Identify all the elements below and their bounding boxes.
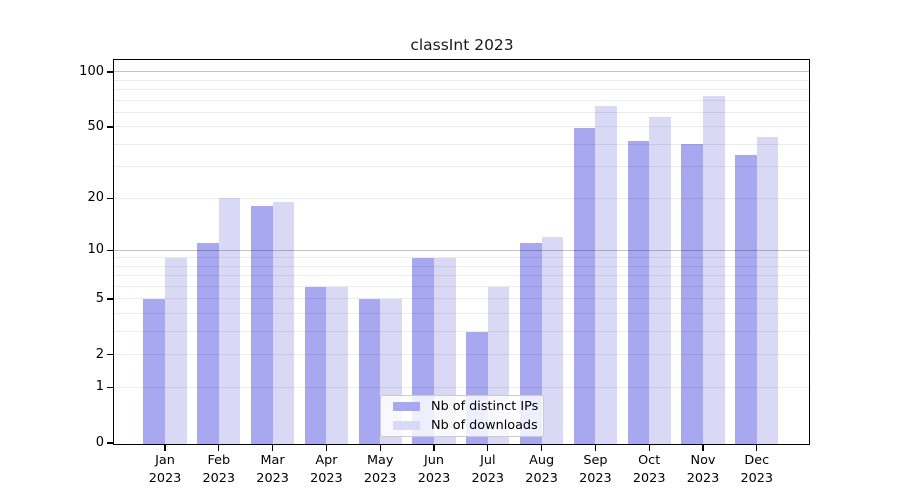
gridline-60 [114,111,810,113]
gridline-9 [114,257,810,259]
x-tick-label-nov: Nov 2023 [686,453,720,486]
y-tick-mark-100 [107,71,114,73]
gridline-20 [114,197,810,199]
x-tick-mark-jan [164,444,166,451]
x-tick-label-feb: Feb 2023 [202,453,236,486]
x-tick-label-sep: Sep 2023 [579,453,612,486]
y-tick-mark-20 [107,197,114,199]
x-tick-label-mar: Mar 2023 [256,453,289,486]
y-tick-label-0: 0 [95,435,104,450]
gridline-10 [114,249,810,251]
bar-downloads-dec [756,136,779,444]
gridline-90 [114,79,810,81]
gridline-3 [114,331,810,333]
legend-row-distinct-ips: Nb of distinct IPs [389,399,539,414]
gridline-5 [114,298,810,300]
x-tick-label-oct: Oct 2023 [632,453,666,486]
x-tick-mark-aug [540,444,543,451]
bar-distinct-ips-apr [304,286,327,444]
gridline-80 [114,89,810,91]
bar-downloads-jan [165,257,187,444]
legend: Nb of distinct IPs Nb of downloads [380,395,544,437]
y-tick-mark-5 [107,298,114,300]
bar-distinct-ips-feb [197,243,219,444]
chart-title: classInt 2023 [410,36,514,54]
legend-swatch-downloads [393,421,420,430]
y-tick-label-5: 5 [95,290,104,306]
bar-distinct-ips-mar [250,206,273,444]
x-tick-mark-oct [648,444,650,451]
gridline-70 [114,99,810,101]
x-tick-mark-dec [756,444,758,451]
legend-label-distinct-ips: Nb of distinct IPs [431,399,539,414]
bar-distinct-ips-jan [143,298,165,444]
y-tick-label-100: 100 [79,63,104,79]
y-tick-mark-1 [107,386,114,388]
bar-downloads-aug [541,236,564,444]
gridline-30 [114,166,810,168]
gridline-1 [114,386,810,388]
gridline-2 [114,354,810,356]
bar-distinct-ips-nov [681,144,703,444]
y-tick-mark-50 [107,126,114,128]
x-tick-label-aug: Aug 2023 [525,453,558,486]
x-tick-label-jun: Jun 2023 [417,453,451,486]
gridline-40 [114,143,810,145]
gridline-100 [114,71,810,73]
x-tick-label-jan: Jan 2023 [148,453,182,486]
bar-distinct-ips-oct [627,140,650,444]
x-tick-label-dec: Dec 2023 [740,453,774,486]
x-tick-label-apr: Apr 2023 [310,453,343,486]
bar-distinct-ips-sep [573,128,596,444]
legend-label-downloads: Nb of downloads [431,418,538,433]
x-tick-label-jul: Jul 2023 [471,453,505,486]
gridline-8 [114,265,810,267]
bar-downloads-mar [272,202,295,444]
y-tick-label-10: 10 [87,242,104,258]
y-tick-label-20: 20 [87,190,104,206]
x-tick-mark-nov [702,444,704,451]
gridline-6 [114,286,810,288]
bar-downloads-sep [595,106,618,444]
x-tick-mark-feb [218,444,220,451]
y-tick-label-1: 1 [95,379,104,395]
y-tick-label-2: 2 [95,346,104,362]
bar-distinct-ips-may [358,298,381,444]
x-tick-mark-jun [433,444,435,451]
x-tick-mark-apr [325,444,328,451]
gridline-4 [114,313,810,315]
y-tick-mark-10 [107,249,114,251]
x-tick-label-may: May 2023 [363,453,397,486]
bar-downloads-feb [218,198,241,444]
y-tick-label-50: 50 [87,118,104,134]
bar-downloads-nov [703,95,725,444]
bar-downloads-oct [649,116,671,444]
gridline-7 [114,275,810,277]
y-tick-mark-2 [107,353,114,356]
bar-distinct-ips-dec [735,154,757,444]
y-tick-mark-0 [107,442,114,444]
legend-swatch-distinct-ips [393,402,420,411]
x-tick-mark-may [379,444,381,451]
legend-row-downloads: Nb of downloads [389,418,538,433]
x-tick-mark-sep [594,444,597,451]
x-tick-mark-mar [271,444,274,451]
gridline-50 [114,126,810,128]
bar-downloads-apr [326,286,349,444]
bar-distinct-ips-aug [519,243,542,444]
x-tick-mark-jul [487,444,489,451]
